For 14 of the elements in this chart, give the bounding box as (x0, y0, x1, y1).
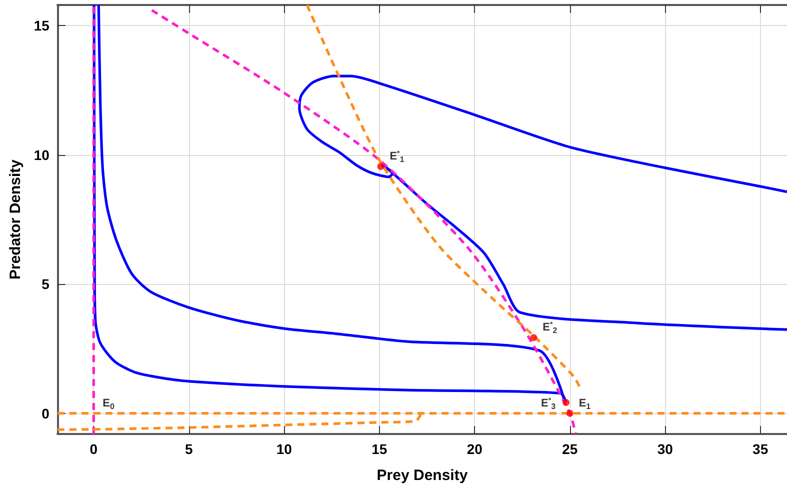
y-axis-title: Predator Density (7, 158, 24, 280)
y-tick-label: 15 (34, 18, 50, 34)
x-tick-label: 25 (562, 441, 578, 457)
x-tick-label: 10 (276, 441, 292, 457)
x-tick-label: 0 (90, 441, 98, 457)
x-tick-label: 5 (185, 441, 194, 457)
x-tick-label: 20 (466, 441, 483, 457)
y-tick-label: 5 (42, 276, 50, 292)
x-tick-label: 30 (657, 441, 674, 457)
x-axis-title: Prey Density (376, 467, 468, 484)
y-tick-label: 10 (34, 146, 50, 163)
x-tick-label: 35 (752, 441, 768, 457)
x-tick-label: 15 (372, 441, 388, 457)
y-tick-label: 0 (42, 405, 50, 422)
